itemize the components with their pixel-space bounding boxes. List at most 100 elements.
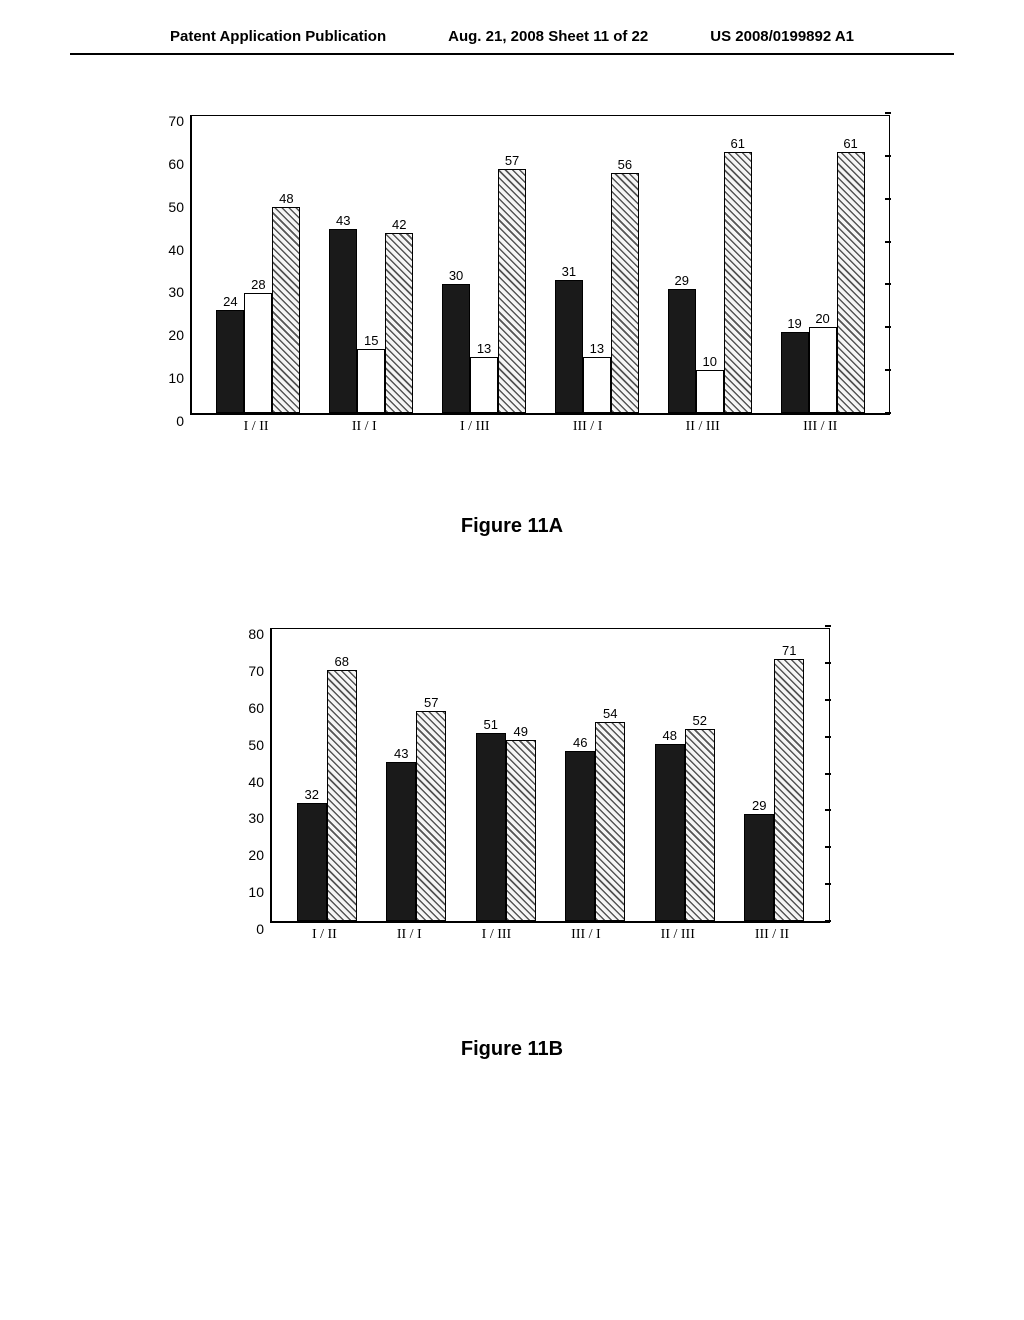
header-left: Patent Application Publication	[170, 28, 386, 45]
bar-value-label: 46	[573, 735, 587, 752]
bar-value-label: 54	[603, 706, 617, 723]
bar-value-label: 20	[815, 311, 829, 328]
bar-open: 13	[583, 357, 611, 413]
bar-value-label: 61	[730, 136, 744, 153]
bar-hatch: 57	[498, 169, 526, 413]
x-category-label: III / II	[755, 927, 789, 943]
bar-value-label: 68	[335, 654, 349, 671]
y-tick-mark	[825, 662, 831, 664]
bar-group: 431542	[329, 229, 413, 413]
bar-open: 10	[696, 370, 724, 413]
y-tick-label: 30	[168, 284, 192, 300]
bar-hatch: 54	[595, 722, 625, 921]
y-tick-label: 0	[176, 413, 192, 429]
figure-11a-chart: 242848431542301357311356291061192061 I /…	[140, 115, 900, 465]
y-tick-mark	[825, 846, 831, 848]
bar-value-label: 43	[336, 213, 350, 230]
header-center: Aug. 21, 2008 Sheet 11 of 22	[448, 28, 648, 45]
bar-solid: 32	[297, 803, 327, 921]
y-tick-label: 60	[168, 156, 192, 172]
bar-value-label: 10	[702, 354, 716, 371]
y-tick-mark	[885, 369, 891, 371]
bar-solid: 43	[329, 229, 357, 413]
y-tick-mark	[825, 773, 831, 775]
figure-11a-caption: Figure 11A	[0, 515, 1024, 538]
bar-value-label: 49	[514, 724, 528, 741]
figure-11b-caption: Figure 11B	[0, 1038, 1024, 1061]
x-category-label: III / II	[803, 419, 837, 435]
bar-solid: 48	[655, 744, 685, 921]
bar-group: 4654	[565, 722, 625, 921]
y-tick-label: 70	[168, 113, 192, 129]
y-tick-mark	[885, 326, 891, 328]
y-tick-mark	[825, 920, 831, 922]
x-category-label: I / III	[482, 927, 512, 943]
bar-value-label: 31	[562, 264, 576, 281]
y-tick-mark	[825, 883, 831, 885]
bar-open: 13	[470, 357, 498, 413]
bar-group: 4852	[655, 729, 715, 921]
bar-group: 242848	[216, 207, 300, 413]
y-tick-mark	[825, 699, 831, 701]
bar-value-label: 61	[843, 136, 857, 153]
y-tick-label: 20	[248, 847, 272, 863]
bar-hatch: 68	[327, 670, 357, 921]
y-tick-mark	[885, 112, 891, 114]
bar-value-label: 13	[477, 341, 491, 358]
bar-value-label: 56	[618, 157, 632, 174]
figure-11a-x-labels: I / IIII / II / IIIIII / III / IIIIII / …	[192, 413, 889, 435]
x-category-label: II / I	[397, 927, 422, 943]
page-header: Patent Application Publication Aug. 21, …	[70, 0, 954, 55]
bar-solid: 51	[476, 733, 506, 921]
bar-value-label: 52	[693, 713, 707, 730]
bar-hatch: 42	[385, 233, 413, 413]
y-tick-mark	[825, 809, 831, 811]
bar-value-label: 29	[674, 273, 688, 290]
bar-open: 20	[809, 327, 837, 413]
figure-11a-bars: 242848431542301357311356291061192061	[192, 116, 889, 413]
header-right: US 2008/0199892 A1	[710, 28, 854, 45]
bar-solid: 19	[781, 332, 809, 413]
bar-group: 291061	[668, 152, 752, 413]
bar-hatch: 49	[506, 740, 536, 921]
bar-hatch: 61	[724, 152, 752, 413]
figure-11b-plot-area: 326843575149465448522971 I / IIII / II /…	[270, 628, 830, 923]
x-category-label: I / II	[244, 419, 269, 435]
x-category-label: III / I	[573, 419, 603, 435]
bar-value-label: 51	[484, 717, 498, 734]
y-tick-label: 50	[248, 737, 272, 753]
y-tick-mark	[885, 241, 891, 243]
x-category-label: I / II	[312, 927, 337, 943]
bar-solid: 24	[216, 310, 244, 413]
bar-value-label: 48	[663, 728, 677, 745]
bar-value-label: 48	[279, 191, 293, 208]
y-tick-label: 10	[248, 884, 272, 900]
figure-11b-bars: 326843575149465448522971	[272, 629, 829, 921]
bar-hatch: 61	[837, 152, 865, 413]
bar-solid: 43	[386, 762, 416, 921]
y-tick-label: 50	[168, 199, 192, 215]
x-category-label: II / I	[352, 419, 377, 435]
bar-value-label: 19	[787, 316, 801, 333]
bar-solid: 31	[555, 280, 583, 413]
bar-group: 301357	[442, 169, 526, 413]
y-tick-mark	[885, 412, 891, 414]
bar-value-label: 30	[449, 268, 463, 285]
bar-open: 28	[244, 293, 272, 413]
x-category-label: I / III	[460, 419, 490, 435]
figure-11b-x-labels: I / IIII / II / IIIIII / III / IIIIII / …	[272, 921, 829, 943]
bar-solid: 46	[565, 751, 595, 921]
bar-group: 2971	[744, 659, 804, 921]
bar-value-label: 71	[782, 643, 796, 660]
bar-value-label: 13	[590, 341, 604, 358]
y-tick-label: 20	[168, 327, 192, 343]
bar-solid: 30	[442, 284, 470, 413]
bar-open: 15	[357, 349, 385, 413]
y-tick-label: 40	[248, 774, 272, 790]
bar-hatch: 48	[272, 207, 300, 413]
y-tick-label: 30	[248, 810, 272, 826]
x-category-label: III / I	[571, 927, 601, 943]
bar-hatch: 52	[685, 729, 715, 921]
y-tick-label: 70	[248, 663, 272, 679]
bar-group: 5149	[476, 733, 536, 921]
